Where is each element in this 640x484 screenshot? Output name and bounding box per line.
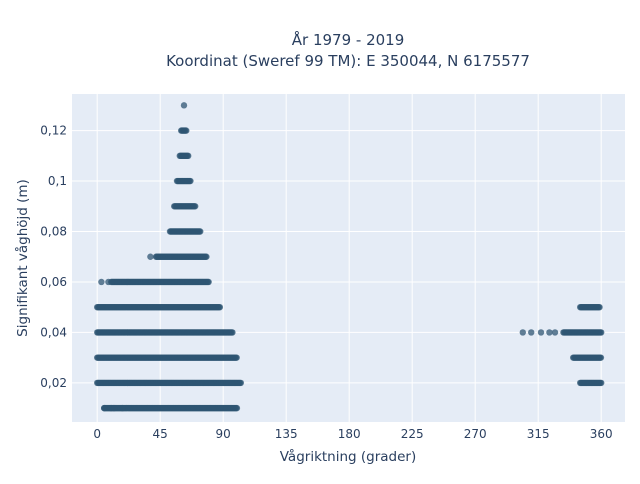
data-point <box>180 102 188 109</box>
chart-title-line1: År 1979 - 2019 <box>292 30 405 49</box>
data-point <box>519 329 526 336</box>
x-tick-label: 270 <box>464 427 487 441</box>
data-point <box>203 253 210 260</box>
data-point <box>551 329 559 336</box>
x-tick-label: 135 <box>275 427 298 441</box>
data-point <box>596 304 603 311</box>
x-axis-title: Vågriktning (grader) <box>280 448 417 465</box>
data-point <box>101 404 108 412</box>
y-axis-title: Signifikant våghöjd (m) <box>14 179 31 337</box>
y-tick-label: 0,1 <box>48 174 67 188</box>
x-axis-ticks: 0 45 90 135 180 225 270 315 360 <box>93 427 612 441</box>
data-point <box>110 404 118 412</box>
data-point <box>598 379 605 387</box>
data-point <box>229 329 236 336</box>
x-tick-label: 360 <box>590 427 613 441</box>
data-point <box>597 354 605 361</box>
grid-lines <box>72 94 625 422</box>
data-point <box>183 127 190 134</box>
data-point <box>237 379 245 387</box>
x-tick-label: 315 <box>527 427 550 441</box>
x-tick-label: 225 <box>401 427 424 441</box>
data-point <box>98 278 105 286</box>
y-tick-label: 0,06 <box>40 275 67 289</box>
y-tick-label: 0,02 <box>40 376 67 390</box>
y-tick-label: 0,04 <box>40 325 67 339</box>
data-point <box>185 152 192 160</box>
data-point <box>598 329 605 336</box>
data-point <box>537 329 545 336</box>
data-point <box>187 177 194 185</box>
data-point <box>147 253 154 260</box>
data-point <box>105 278 112 286</box>
data-point <box>528 329 535 336</box>
y-tick-label: 0,08 <box>40 225 67 239</box>
data-point <box>216 304 224 311</box>
data-point <box>205 278 212 286</box>
data-point <box>233 354 240 361</box>
x-tick-label: 45 <box>153 427 168 441</box>
data-point <box>233 404 241 412</box>
data-point <box>192 203 199 210</box>
data-point <box>119 404 126 412</box>
x-tick-label: 90 <box>216 427 231 441</box>
data-points <box>94 102 605 412</box>
data-point <box>546 329 553 336</box>
y-axis-ticks: 0,02 0,04 0,06 0,08 0,1 0,12 <box>40 124 67 390</box>
y-tick-label: 0,12 <box>40 124 67 138</box>
x-tick-label: 180 <box>338 427 361 441</box>
data-point <box>197 228 204 235</box>
chart-title-line2: Koordinat (Sweref 99 TM): E 350044, N 61… <box>166 52 530 70</box>
x-tick-label: 0 <box>93 427 101 441</box>
